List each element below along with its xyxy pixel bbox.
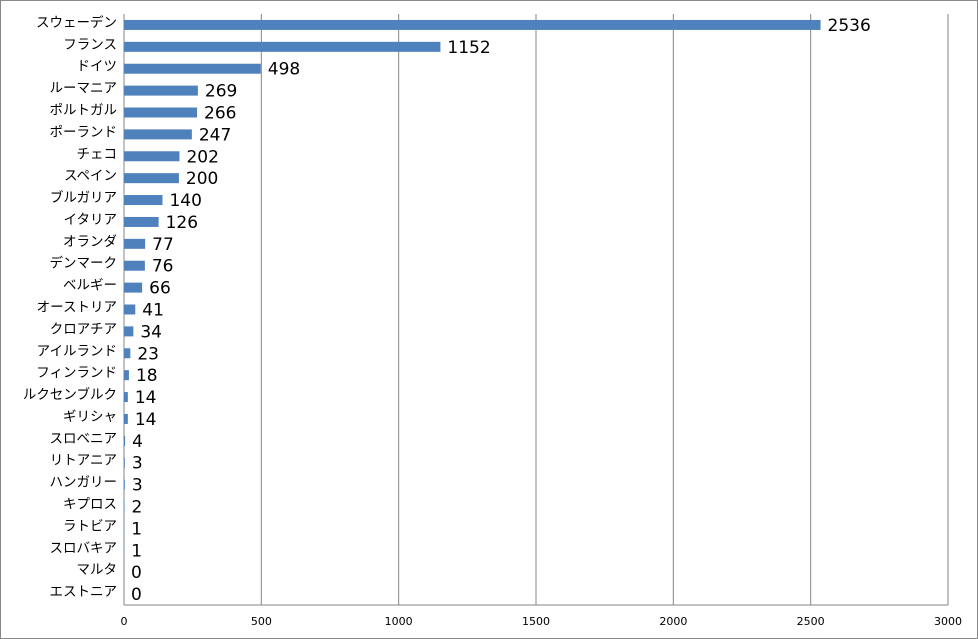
data-label: 266: [204, 104, 236, 124]
bar: [124, 413, 128, 424]
data-label: 23: [137, 344, 159, 364]
bar: [124, 260, 145, 271]
y-tick-label: リトアニア: [50, 453, 117, 469]
data-label: 126: [166, 213, 198, 233]
bar: [124, 282, 143, 293]
data-label: 498: [268, 60, 300, 80]
y-tick-label: スウェーデン: [36, 14, 117, 31]
data-label: 18: [136, 366, 158, 386]
y-tick-label: ルクセンブルク: [23, 386, 117, 403]
bar: [124, 19, 821, 30]
y-tick-label: スペイン: [64, 168, 117, 184]
data-label: 34: [140, 322, 162, 342]
data-label: 2536: [828, 16, 871, 36]
data-label: 269: [205, 82, 237, 102]
bar: [124, 304, 136, 315]
y-tick-label: ブルガリア: [50, 189, 117, 206]
data-label: 1: [131, 541, 142, 561]
bar: [124, 195, 163, 206]
bar: [124, 457, 125, 468]
data-label: 41: [142, 301, 164, 321]
y-tick-label: ポーランド: [50, 124, 118, 140]
data-label: 14: [135, 410, 157, 430]
x-tick-label: 1500: [522, 615, 550, 628]
data-label: 14: [135, 388, 157, 408]
y-tick-label: ハンガリー: [50, 475, 118, 491]
x-tick-label: 3000: [934, 615, 962, 628]
data-label: 76: [152, 257, 174, 277]
data-label: 3: [132, 454, 143, 474]
bar: [124, 41, 441, 52]
bar: [124, 435, 126, 446]
data-label: 200: [186, 169, 218, 189]
y-tick-label: キプロス: [63, 497, 117, 513]
y-tick-label: フランス: [63, 37, 117, 53]
y-tick-label: スロベニア: [50, 431, 118, 447]
y-tick-label: ラトビア: [63, 518, 117, 534]
bar: [124, 370, 129, 381]
x-tick-label: 500: [251, 615, 272, 628]
data-label: 1: [131, 519, 142, 539]
bar: [124, 479, 125, 490]
y-tick-label: マルタ: [77, 562, 118, 578]
data-label: 4: [132, 432, 143, 452]
y-tick-label: イタリア: [64, 212, 117, 228]
x-tick-label: 0: [121, 615, 128, 628]
bar: [124, 173, 179, 184]
y-tick-label: ギリシャ: [63, 409, 117, 425]
bar: [124, 238, 146, 249]
y-tick-label: クロアチア: [50, 321, 117, 337]
bar: [124, 326, 134, 337]
y-tick-label: ルーマニア: [50, 81, 118, 97]
y-tick-label: エストニア: [50, 584, 118, 600]
x-tick-label: 2500: [797, 615, 825, 628]
bar: [124, 348, 131, 359]
x-tick-label: 1000: [385, 615, 413, 628]
y-tick-label: ドイツ: [77, 59, 118, 75]
y-tick-label: スロバキア: [50, 540, 118, 556]
y-tick-label: オーストリア: [37, 300, 117, 316]
x-tick-label: 2000: [659, 615, 687, 628]
data-label: 77: [152, 235, 174, 255]
data-label: 66: [149, 279, 171, 299]
y-tick-label: アイルランド: [37, 343, 117, 359]
bar: [124, 501, 125, 512]
bar: [124, 392, 128, 403]
y-tick-label: チェコ: [77, 146, 118, 162]
data-label: 0: [131, 563, 142, 583]
data-label: 247: [199, 125, 231, 145]
data-label: 3: [132, 476, 143, 496]
bar: [124, 216, 159, 227]
bar: [124, 151, 180, 162]
y-tick-label: デンマーク: [50, 255, 118, 272]
data-label: 140: [169, 191, 201, 211]
data-label: 1152: [447, 38, 490, 58]
bar: [124, 85, 198, 96]
y-tick-label: ベルギー: [63, 278, 117, 294]
data-label: 0: [131, 585, 142, 605]
y-tick-label: オランダ: [63, 234, 117, 250]
bar: [124, 107, 198, 118]
y-tick-label: ポルトガル: [50, 103, 118, 119]
data-label: 2: [132, 498, 143, 518]
bar: [124, 63, 261, 74]
bar: [124, 129, 192, 140]
data-label: 202: [186, 147, 218, 167]
y-tick-label: フィンランド: [36, 365, 117, 381]
